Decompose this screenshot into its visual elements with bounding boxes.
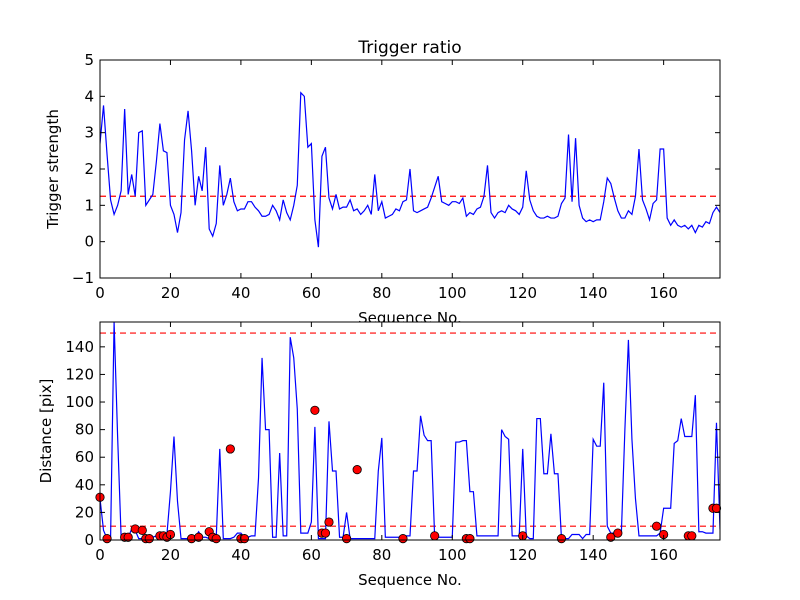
top-ytick-label-1: 0	[84, 233, 94, 251]
bot-marker-1	[102, 534, 112, 544]
bot-marker-13	[194, 532, 204, 542]
top-xtick-label-8: 160	[649, 284, 678, 302]
bot-ytick-label-7: 140	[65, 338, 94, 356]
bot-marker-25	[352, 465, 362, 475]
top-ytick-label-0: −1	[72, 269, 94, 287]
bot-xtick-label-0: 0	[95, 546, 105, 564]
bot-marker-29	[465, 534, 475, 544]
bottom-subplot: 0 20 40 60 80 100 120 140 160 0 20 40 60 80 100 120 140…	[37, 321, 722, 589]
bot-ytick-label-6: 120	[65, 365, 94, 383]
top-xtick-label-6: 120	[508, 284, 537, 302]
bot-xtick-label-4: 80	[372, 546, 391, 564]
top-xtick-label-4: 80	[372, 284, 391, 302]
bot-xtick-label-3: 60	[302, 546, 321, 564]
bot-xtick-label-2: 40	[231, 546, 250, 564]
bottom-plot-frame	[99, 321, 721, 541]
bot-marker-19	[239, 534, 250, 544]
bot-marker-34	[651, 521, 662, 531]
top-subplot: Trigger ratio 0 20 40 60 80 100 120 140 160 −101…	[44, 38, 721, 327]
bot-marker-24	[341, 534, 352, 544]
bot-marker-20	[310, 405, 320, 415]
bottom-y-ticks: 0 20 40 60 80 100 120 140	[65, 338, 720, 549]
bot-marker-27	[430, 531, 440, 541]
top-ytick-label-4: 3	[84, 124, 94, 142]
bottom-y-axis-label: Distance [pix]	[37, 379, 55, 484]
bot-xtick-label-5: 100	[438, 546, 467, 564]
bot-ytick-label-1: 20	[75, 503, 94, 521]
bot-marker-7	[144, 534, 154, 544]
bot-marker-26	[398, 534, 408, 544]
top-y-axis-label: Trigger strength	[44, 109, 62, 230]
top-ytick-label-5: 4	[84, 87, 94, 105]
top-xtick-label-3: 60	[302, 284, 321, 302]
top-ytick-label-3: 2	[84, 160, 94, 178]
bot-marker-16	[211, 534, 221, 544]
top-x-ticks: 0 20 40 60 80 100 120 140 160	[95, 60, 678, 302]
bot-ytick-label-4: 80	[75, 421, 94, 439]
bot-marker-17	[225, 444, 235, 454]
bot-marker-31	[556, 534, 567, 544]
bot-ytick-label-2: 40	[75, 476, 94, 494]
bot-marker-22	[320, 528, 331, 538]
top-xtick-label-2: 40	[231, 284, 250, 302]
top-series-line	[100, 91, 720, 248]
top-xtick-label-1: 20	[161, 284, 180, 302]
bot-ytick-label-3: 60	[75, 448, 94, 466]
bot-marker-32	[606, 532, 616, 542]
top-xtick-label-0: 0	[95, 284, 105, 302]
top-ytick-label-6: 5	[84, 51, 94, 69]
bottom-x-axis-label: Sequence No.	[358, 571, 462, 589]
bottom-x-ticks: 0 20 40 60 80 100 120 140 160	[95, 322, 678, 564]
bot-ytick-label-0: 0	[84, 531, 94, 549]
bot-xtick-label-7: 140	[579, 546, 608, 564]
bot-xtick-label-8: 160	[649, 546, 678, 564]
bot-ytick-label-5: 100	[65, 393, 94, 411]
bot-marker-37	[687, 531, 697, 541]
bot-xtick-label-6: 120	[508, 546, 537, 564]
bot-marker-23	[324, 517, 334, 527]
top-xtick-label-5: 100	[438, 284, 467, 302]
bot-xtick-label-1: 20	[161, 546, 180, 564]
bot-marker-33	[613, 528, 623, 538]
bottom-series-markers	[95, 405, 722, 544]
top-ytick-label-2: 1	[84, 196, 94, 214]
top-chart-title: Trigger ratio	[357, 38, 461, 58]
top-xtick-label-7: 140	[579, 284, 608, 302]
top-series-polyline-0	[100, 91, 720, 248]
bot-marker-5	[137, 525, 147, 535]
bottom-plot-area	[100, 322, 720, 540]
top-y-ticks: −1 0 1 2 3 4 5	[72, 51, 720, 287]
bot-marker-3	[123, 532, 133, 542]
bot-marker-39	[711, 503, 722, 513]
